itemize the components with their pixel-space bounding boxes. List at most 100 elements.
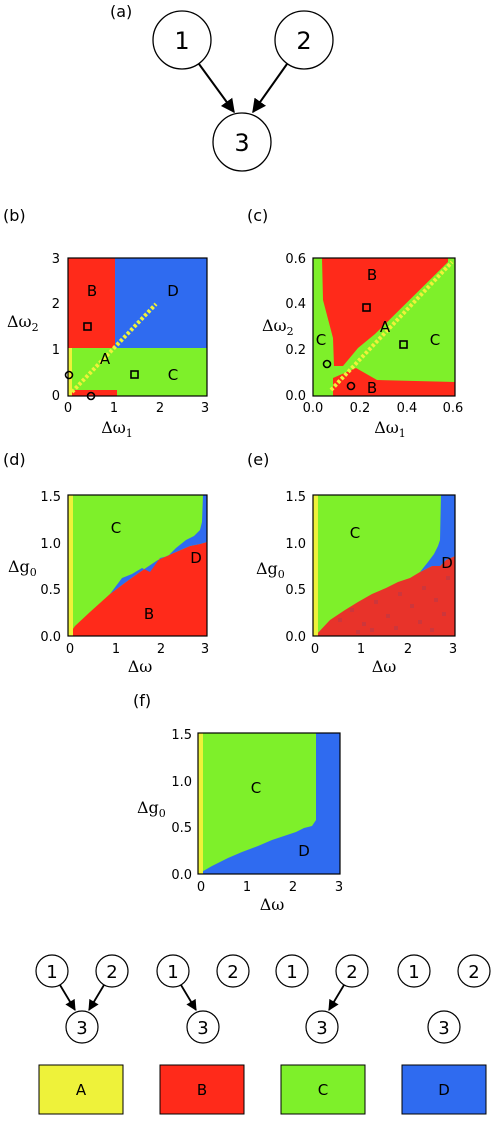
y-axis-label: Δω2 <box>7 312 39 334</box>
motif-arrow-1-to-3 <box>180 984 197 1011</box>
motif-arrow-2-to-3 <box>88 984 105 1011</box>
region-fill-a-diagonal <box>70 302 158 394</box>
node-1: 1 <box>152 10 212 70</box>
y-tick-2: 1.0 <box>40 537 61 552</box>
y-tick-1: 0.5 <box>171 821 192 836</box>
panel-e-label: (e) <box>247 450 269 469</box>
region-label-c: C <box>430 331 440 349</box>
x-axis-label: Δω <box>372 657 397 676</box>
motif-node-3 <box>186 1010 220 1044</box>
circle-marker <box>64 370 74 380</box>
y-tick-3: 0.6 <box>285 252 306 267</box>
motif-node-1-label: 1 <box>167 962 178 983</box>
node-3-label: 3 <box>234 129 249 157</box>
region-fill-b-lower <box>333 368 455 396</box>
motif-node-1 <box>35 954 69 988</box>
y-axis-label: Δg0 <box>8 557 37 579</box>
panel-c-map <box>313 258 455 396</box>
axes-frame <box>197 732 341 875</box>
arrow-2-to-3 <box>252 63 288 114</box>
panel-a: (a) 1 2 3 <box>110 2 334 172</box>
motif-node-1-label: 1 <box>408 962 419 983</box>
panel-d-label: (d) <box>3 450 26 469</box>
arrow-1-to-3 <box>198 63 235 114</box>
y-tick-1: 0.5 <box>285 583 306 598</box>
motif-node-2 <box>457 954 491 988</box>
region-label-c: C <box>350 524 360 542</box>
x-axis-label: Δω1 <box>101 418 133 440</box>
x-tick-3: 3 <box>201 401 209 416</box>
legend-motif-b: 1 2 3 <box>156 954 250 1044</box>
y-tick-0: 0.0 <box>171 868 192 883</box>
region-label-c: C <box>316 331 326 349</box>
square-marker <box>83 322 92 331</box>
x-tick-0: 0 <box>197 880 205 895</box>
panel-f-map <box>198 733 340 874</box>
panel-e: (e) 0.0 0.5 1.0 1.5 0 1 2 3 Δω <box>247 450 457 676</box>
panel-c-label: (c) <box>247 206 268 225</box>
y-tick-3: 3 <box>52 252 60 267</box>
legend-swatch-d: D <box>401 1064 487 1115</box>
circle-marker <box>346 381 356 391</box>
legend-motif-d: 1 2 3 <box>397 954 491 1044</box>
y-tick-1: 1 <box>52 343 60 358</box>
region-fill-d <box>110 495 207 594</box>
circle-marker <box>86 391 96 401</box>
motif-node-2 <box>216 954 250 988</box>
x-axis-label: Δω <box>260 895 285 914</box>
motif-node-2-label: 2 <box>468 962 479 983</box>
y-axis-label: Δg0 <box>137 798 166 820</box>
motif-node-3-label: 3 <box>76 1018 87 1039</box>
swatch-b <box>159 1064 245 1115</box>
x-tick-1: 1 <box>110 401 118 416</box>
region-label-c: C <box>111 519 121 537</box>
region-fill-a-strip <box>68 495 73 636</box>
x-tick-0: 0 <box>311 642 319 657</box>
panel-d-map <box>68 495 207 636</box>
y-tick-3: 1.5 <box>171 728 192 743</box>
motif-node-1 <box>275 954 309 988</box>
y-tick-2: 1.0 <box>171 775 192 790</box>
panel-b-label: (b) <box>3 206 26 225</box>
y-tick-1: 0.5 <box>40 583 61 598</box>
motif-node-2-label: 2 <box>227 962 238 983</box>
axes-frame <box>67 257 208 397</box>
x-tick-2: 2 <box>156 401 164 416</box>
region-label-b: B <box>367 266 377 284</box>
y-tick-0: 0.0 <box>285 389 306 404</box>
x-tick-3: 0.6 <box>443 401 464 416</box>
region-fill-a-strip <box>313 495 318 636</box>
region-label-c: C <box>251 779 261 797</box>
x-tick-2: 2 <box>157 642 165 657</box>
motif-node-3 <box>427 1010 461 1044</box>
x-axis-label: Δω1 <box>374 418 406 440</box>
region-fill-b <box>315 556 455 636</box>
region-fill-d <box>198 733 340 874</box>
region-label-b: B <box>144 605 154 623</box>
region-fill-d <box>420 495 455 572</box>
circle-marker <box>322 359 332 369</box>
axes-frame <box>312 494 456 637</box>
region-fill-b-noise <box>338 576 450 634</box>
swatch-c <box>280 1064 366 1115</box>
x-axis-label: Δω <box>128 657 153 676</box>
motif-node-3-label: 3 <box>438 1018 449 1039</box>
legend-swatch-a: A <box>38 1064 124 1115</box>
x-tick-1: 1 <box>112 642 120 657</box>
region-fill-b-strip <box>72 390 117 396</box>
legend-swatch-c: C <box>280 1064 366 1115</box>
region-label-a: A <box>100 350 111 368</box>
y-tick-3: 1.5 <box>40 490 61 505</box>
panel-f: (f) 0.0 0.5 1.0 1.5 0 1 2 3 Δω Δg0 C D <box>133 691 343 914</box>
axes-frame <box>67 494 208 637</box>
legend-motif-c: 1 2 3 <box>275 954 369 1044</box>
motif-node-3 <box>305 1010 339 1044</box>
x-tick-1: 1 <box>243 880 251 895</box>
legend-motif-a: 1 2 3 <box>35 954 129 1044</box>
region-fill-a-strip <box>198 733 203 874</box>
y-tick-0: 0.0 <box>40 630 61 645</box>
x-tick-2: 2 <box>404 642 412 657</box>
swatch-a <box>38 1064 124 1115</box>
swatch-a-label: A <box>76 1081 87 1099</box>
